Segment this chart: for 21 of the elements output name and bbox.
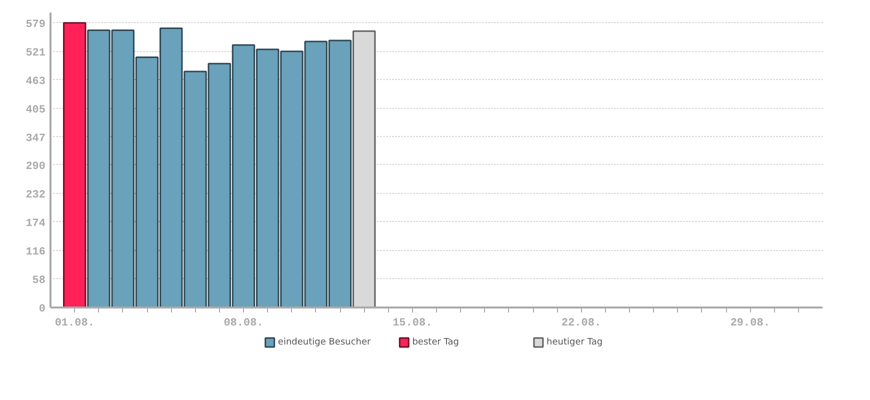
- x-tick-label: 15.08.: [392, 318, 432, 330]
- x-tick-label: 01.08.: [54, 318, 94, 330]
- y-tick-label: 116: [26, 246, 46, 258]
- y-tick-label: 0: [38, 304, 46, 316]
- x-tick-label: 22.08.: [561, 318, 602, 330]
- y-tick-label: 579: [26, 18, 46, 31]
- y-tick-label: 405: [26, 104, 46, 116]
- y-tick-label: 521: [26, 47, 46, 60]
- y-tick-label: 290: [26, 160, 46, 173]
- x-tick-label: 08.08.: [224, 318, 264, 330]
- legend-label: bester Tag: [412, 338, 460, 348]
- y-tick-label: 232: [26, 189, 46, 202]
- y-tick-label: 347: [26, 132, 46, 145]
- legend-label: eindeutige Besucher: [278, 338, 372, 348]
- bar: [63, 22, 86, 308]
- y-tick-label: 58: [32, 274, 46, 287]
- legend-label: heutiger Tag: [546, 338, 603, 348]
- y-tick-label: 174: [26, 218, 46, 230]
- x-tick-label: 29.08.: [730, 318, 770, 330]
- bar: [352, 30, 376, 308]
- y-tick-label: 463: [26, 76, 46, 88]
